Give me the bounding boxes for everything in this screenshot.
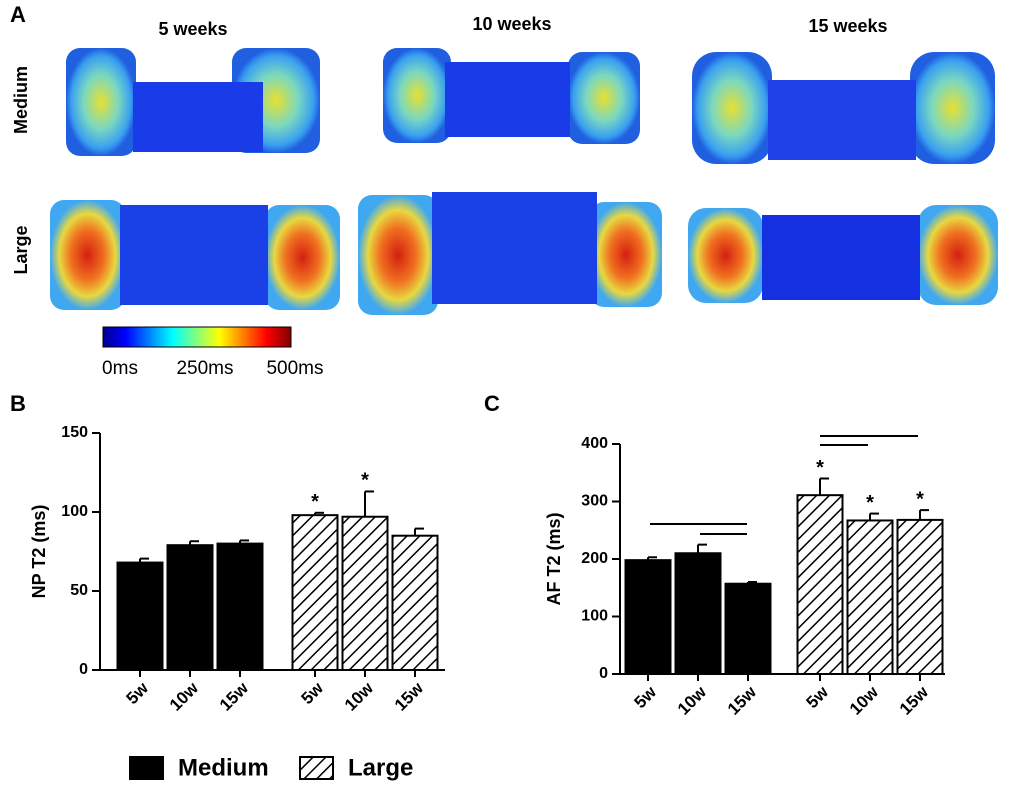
y-tick-label: 400 <box>581 435 608 452</box>
x-tick-label: 10w <box>166 678 203 715</box>
bar <box>116 561 164 671</box>
x-tick-label: 10w <box>341 678 378 715</box>
bar <box>166 544 214 671</box>
column-label: 5 weeks <box>158 19 227 39</box>
y-axis-label: NP T2 (ms) <box>29 505 49 599</box>
panel-label: C <box>484 391 500 416</box>
x-tick-label: 5w <box>631 682 661 712</box>
y-tick-label: 0 <box>79 661 88 678</box>
x-tick-label: 15w <box>216 678 253 715</box>
panel-label: A <box>10 2 26 27</box>
colorbar-label: 500ms <box>266 358 323 379</box>
bar <box>724 582 772 675</box>
row-label: Large <box>11 225 31 274</box>
colorbar <box>102 326 292 348</box>
x-tick-label: 5w <box>803 682 833 712</box>
x-tick-label: 5w <box>298 678 328 708</box>
legend-swatch <box>129 756 164 780</box>
legend-label: Medium <box>178 754 269 781</box>
bar <box>391 534 439 672</box>
x-tick-label: 10w <box>846 682 883 719</box>
mri-images <box>50 48 998 315</box>
y-tick-label: 200 <box>581 550 608 567</box>
y-tick-label: 100 <box>61 503 88 520</box>
column-label: 15 weeks <box>808 16 887 36</box>
bar <box>896 518 944 676</box>
y-axis-label: AF T2 (ms) <box>544 512 564 605</box>
bar <box>341 515 389 671</box>
row-label: Medium <box>11 66 31 134</box>
significance-mark: * <box>361 470 369 492</box>
significance-brackets <box>650 435 918 535</box>
y-tick-label: 300 <box>581 493 608 510</box>
column-label: 10 weeks <box>472 14 551 34</box>
significance-mark: * <box>816 457 824 479</box>
significance-mark: * <box>866 492 874 514</box>
legend-swatch <box>299 756 334 780</box>
panel-label: B <box>10 391 26 416</box>
y-tick-label: 50 <box>70 582 88 599</box>
x-tick-label: 10w <box>674 682 711 719</box>
bar <box>291 514 339 671</box>
bar <box>796 494 844 675</box>
y-tick-label: 100 <box>581 608 608 625</box>
colorbar-label: 0ms <box>102 358 138 379</box>
colorbar-label: 250ms <box>176 358 233 379</box>
x-tick-label: 5w <box>123 678 153 708</box>
x-tick-label: 15w <box>391 678 428 715</box>
bar <box>216 542 264 671</box>
y-tick-label: 150 <box>61 424 88 441</box>
x-tick-label: 15w <box>724 682 761 719</box>
bar <box>674 552 722 675</box>
y-tick-label: 0 <box>599 665 608 682</box>
significance-mark: * <box>916 488 924 510</box>
bar <box>624 559 672 676</box>
legend-label: Large <box>348 754 413 781</box>
x-tick-label: 15w <box>896 682 933 719</box>
significance-mark: * <box>311 491 319 513</box>
bar <box>846 519 894 675</box>
